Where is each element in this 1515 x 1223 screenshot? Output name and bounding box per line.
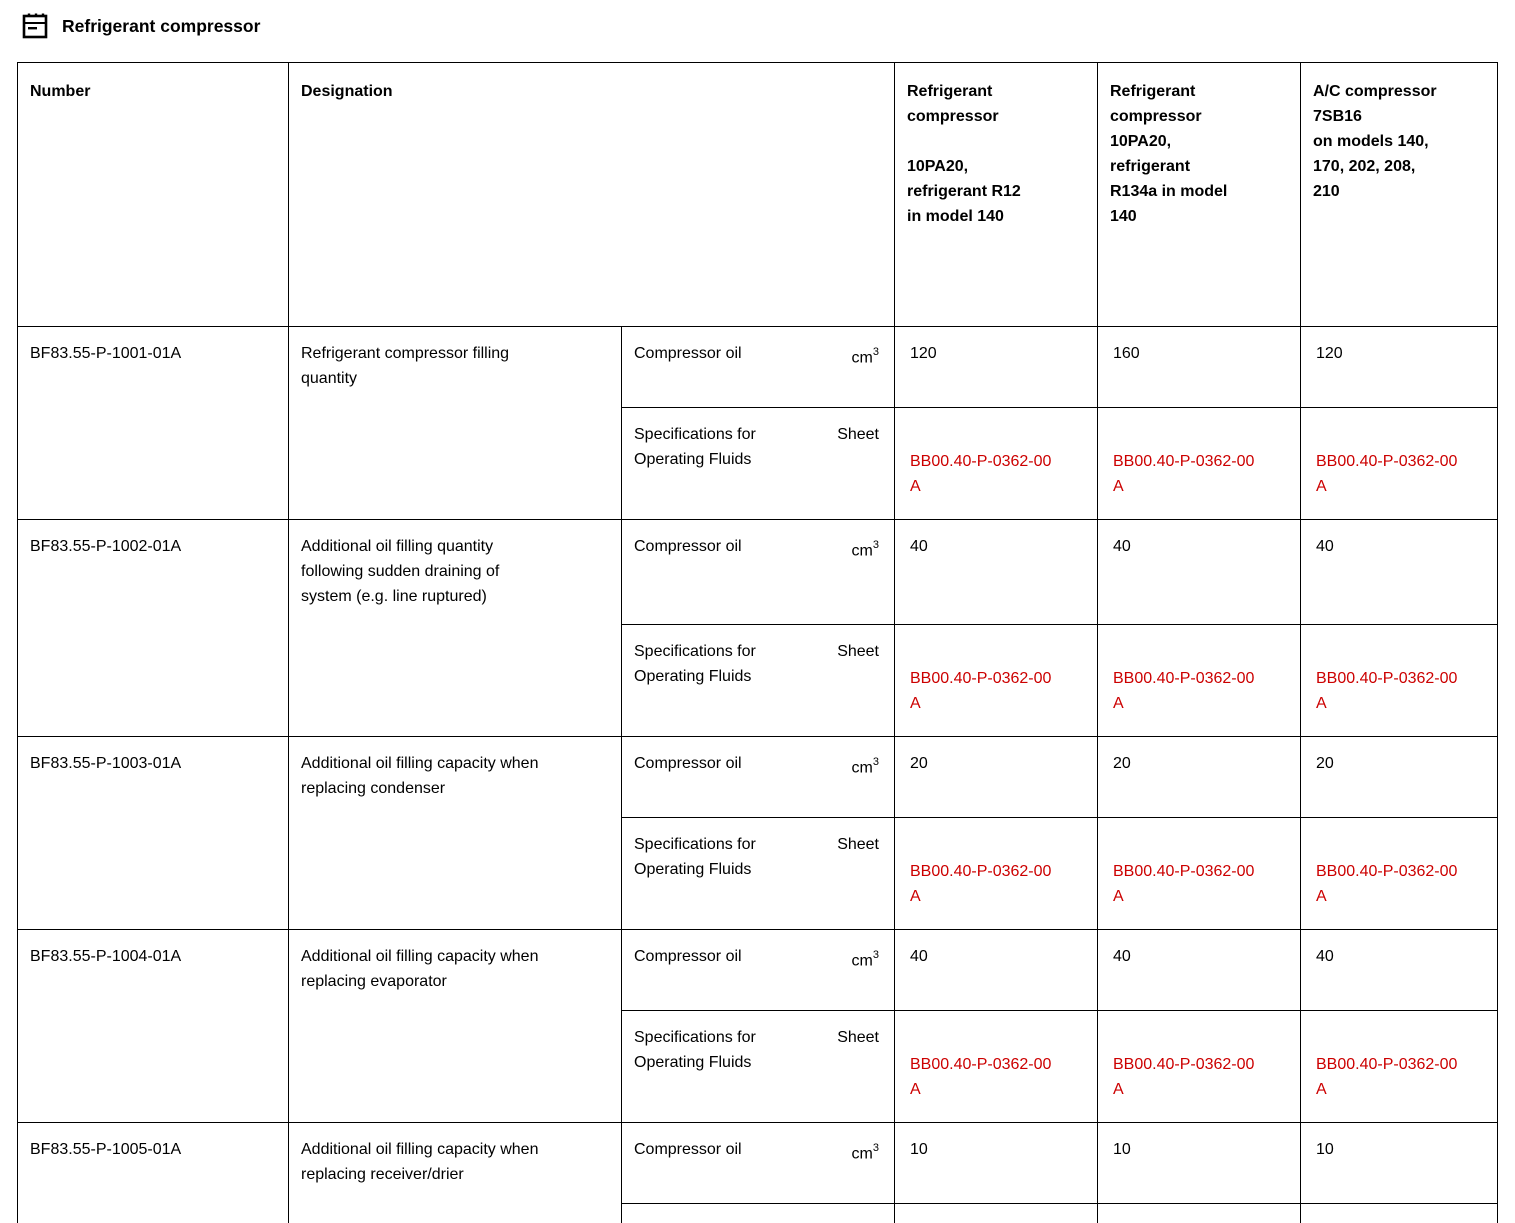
- value-r134a: 10: [1097, 1123, 1300, 1203]
- unit-label: Sheet: [837, 426, 879, 443]
- sheet-link[interactable]: BB00.40-P-0362-00 A: [1097, 818, 1300, 929]
- sub-row-quantity: Compressor oil cm3 40 40 40: [621, 930, 1497, 1010]
- sub-row-quantity: Compressor oil cm3 120 160 120: [621, 327, 1497, 407]
- value-7sb16: 120: [1300, 327, 1497, 407]
- value-cell: [1300, 1204, 1497, 1223]
- table-row: BF83.55-P-1005-01A Additional oil fillin…: [18, 1122, 1497, 1223]
- sub-row-specifications: [621, 1203, 1497, 1223]
- value-r12: 10: [894, 1123, 1097, 1203]
- value-7sb16: 20: [1300, 737, 1497, 817]
- sheet-link[interactable]: BB00.40-P-0362-00 A: [1300, 625, 1497, 736]
- value-7sb16: 40: [1300, 930, 1497, 1010]
- parameter-label: Compressor oil: [634, 345, 742, 362]
- sheet-link[interactable]: BB00.40-P-0362-00 A: [1097, 408, 1300, 519]
- unit-label: cm3: [851, 756, 879, 777]
- parameter-label: Compressor oil: [634, 755, 742, 772]
- unit-label: cm3: [851, 539, 879, 560]
- sub-row-specifications: Specifications for Operating Fluids Shee…: [621, 817, 1497, 929]
- row-values: Compressor oil cm3 40 40 40 Specificatio…: [621, 930, 1497, 1122]
- parameter-label: Specifications for Operating Fluids: [634, 1029, 756, 1071]
- row-values: Compressor oil cm3 40 40 40 Specificatio…: [621, 520, 1497, 736]
- value-r134a: 40: [1097, 930, 1300, 1010]
- sheet-link[interactable]: BB00.40-P-0362-00 A: [1300, 818, 1497, 929]
- sheet-link[interactable]: BB00.40-P-0362-00 A: [894, 818, 1097, 929]
- value-r134a: 20: [1097, 737, 1300, 817]
- value-cell: [1097, 1204, 1300, 1223]
- sheet-link[interactable]: BB00.40-P-0362-00 A: [1097, 1011, 1300, 1122]
- row-designation: Additional oil filling quantity followin…: [288, 520, 621, 736]
- value-r12: 40: [894, 520, 1097, 624]
- parameter-cell: Compressor oil cm3: [621, 520, 894, 624]
- row-values: Compressor oil cm3 120 160 120 Specifica…: [621, 327, 1497, 519]
- row-values: Compressor oil cm3 10 10 10: [621, 1123, 1497, 1223]
- row-number: BF83.55-P-1004-01A: [30, 948, 182, 965]
- parameter-cell: Compressor oil cm3: [621, 737, 894, 817]
- parameter-cell: Compressor oil cm3: [621, 327, 894, 407]
- row-values: Compressor oil cm3 20 20 20 Specificatio…: [621, 737, 1497, 929]
- header-compressor-r12: Refrigerant compressor 10PA20, refrigera…: [894, 63, 1097, 326]
- refrigerant-compressor-table: Number Designation Refrigerant compresso…: [17, 62, 1498, 1223]
- parameter-label: Compressor oil: [634, 1141, 742, 1158]
- sub-row-specifications: Specifications for Operating Fluids Shee…: [621, 407, 1497, 519]
- row-designation: Additional oil filling capacity when rep…: [288, 930, 621, 1122]
- parameter-label: Specifications for Operating Fluids: [634, 643, 756, 685]
- table-header-row: Number Designation Refrigerant compresso…: [18, 63, 1497, 326]
- header-compressor-7sb16: A/C compressor 7SB16 on models 140, 170,…: [1300, 63, 1497, 326]
- parameter-cell: Specifications for Operating Fluids Shee…: [621, 818, 894, 929]
- parameter-cell: [621, 1204, 894, 1223]
- unit-label: Sheet: [837, 836, 879, 853]
- parameter-cell: Compressor oil cm3: [621, 930, 894, 1010]
- sheet-link[interactable]: BB00.40-P-0362-00 A: [1097, 625, 1300, 736]
- sheet-link[interactable]: BB00.40-P-0362-00 A: [1300, 1011, 1497, 1122]
- unit-label: Sheet: [837, 1029, 879, 1046]
- value-r12: 120: [894, 327, 1097, 407]
- unit-label: Sheet: [837, 643, 879, 660]
- sub-row-quantity: Compressor oil cm3 20 20 20: [621, 737, 1497, 817]
- row-designation: Additional oil filling capacity when rep…: [288, 737, 621, 929]
- row-number: BF83.55-P-1003-01A: [30, 755, 182, 772]
- row-number: BF83.55-P-1001-01A: [30, 345, 182, 362]
- table-row: BF83.55-P-1002-01A Additional oil fillin…: [18, 519, 1497, 736]
- row-designation: Additional oil filling capacity when rep…: [288, 1123, 621, 1223]
- table-row: BF83.55-P-1001-01A Refrigerant compresso…: [18, 326, 1497, 519]
- sub-row-quantity: Compressor oil cm3 10 10 10: [621, 1123, 1497, 1203]
- header-compressor-r134a: Refrigerant compressor 10PA20, refrigera…: [1097, 63, 1300, 326]
- unit-label: cm3: [851, 1142, 879, 1163]
- sheet-link[interactable]: BB00.40-P-0362-00 A: [894, 1011, 1097, 1122]
- row-designation: Refrigerant compressor filling quantity: [288, 327, 621, 519]
- value-r134a: 160: [1097, 327, 1300, 407]
- sub-row-specifications: Specifications for Operating Fluids Shee…: [621, 1010, 1497, 1122]
- value-cell: [894, 1204, 1097, 1223]
- parameter-label: Compressor oil: [634, 538, 742, 555]
- parameter-label: Compressor oil: [634, 948, 742, 965]
- unit-label: cm3: [851, 949, 879, 970]
- row-number: BF83.55-P-1002-01A: [30, 538, 182, 555]
- value-r134a: 40: [1097, 520, 1300, 624]
- parameter-cell: Compressor oil cm3: [621, 1123, 894, 1203]
- page-title: Refrigerant compressor: [62, 15, 261, 36]
- header-number: Number: [30, 83, 91, 100]
- header-designation: Designation: [288, 63, 894, 326]
- unit-label: cm3: [851, 346, 879, 367]
- parameter-cell: Specifications for Operating Fluids Shee…: [621, 408, 894, 519]
- table-row: BF83.55-P-1003-01A Additional oil fillin…: [18, 736, 1497, 929]
- sheet-link[interactable]: BB00.40-P-0362-00 A: [894, 408, 1097, 519]
- parameter-cell: Specifications for Operating Fluids Shee…: [621, 625, 894, 736]
- sheet-link[interactable]: BB00.40-P-0362-00 A: [894, 625, 1097, 736]
- parameter-cell: Specifications for Operating Fluids Shee…: [621, 1011, 894, 1122]
- document-icon: [22, 12, 50, 40]
- value-7sb16: 40: [1300, 520, 1497, 624]
- parameter-label: Specifications for Operating Fluids: [634, 426, 756, 468]
- parameter-label: Specifications for Operating Fluids: [634, 836, 756, 878]
- sheet-link[interactable]: BB00.40-P-0362-00 A: [1300, 408, 1497, 519]
- table-row: BF83.55-P-1004-01A Additional oil fillin…: [18, 929, 1497, 1122]
- sub-row-quantity: Compressor oil cm3 40 40 40: [621, 520, 1497, 624]
- row-number: BF83.55-P-1005-01A: [30, 1141, 182, 1158]
- value-7sb16: 10: [1300, 1123, 1497, 1203]
- value-r12: 20: [894, 737, 1097, 817]
- page-header: Refrigerant compressor: [22, 12, 260, 40]
- value-r12: 40: [894, 930, 1097, 1010]
- sub-row-specifications: Specifications for Operating Fluids Shee…: [621, 624, 1497, 736]
